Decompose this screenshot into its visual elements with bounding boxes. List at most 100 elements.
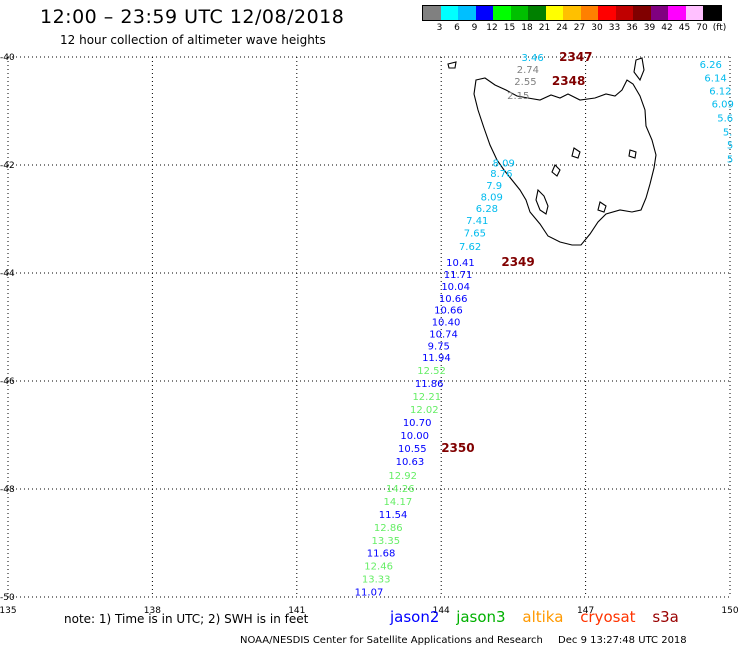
swh-observation: 5. [723, 128, 733, 139]
lat-tick-label: -46 [0, 377, 15, 387]
color-legend: 3 6 9 12 15 18 21 24 27 30 33 36 39 42 45 70 (ft) [422, 5, 727, 37]
swh-observation: 12.46 [364, 562, 393, 573]
swh-observation: 10.66 [439, 294, 468, 305]
credit-text: NOAA/NESDIS Center for Satellite Applica… [240, 635, 543, 646]
lon-tick-label: 138 [144, 606, 161, 616]
swh-observation: 12.92 [388, 471, 417, 482]
legend-swatch [458, 6, 476, 20]
swh-observation: 10.63 [396, 457, 425, 468]
legend-label: 12 [486, 23, 498, 33]
swh-observation: 8.09 [481, 192, 503, 203]
map-subtitle: 12 hour collection of altimeter wave hei… [60, 33, 326, 47]
swh-observation: 10.70 [403, 418, 432, 429]
legend-label: 18 [521, 23, 533, 33]
legend-swatch [440, 6, 458, 20]
legend-swatch [615, 6, 633, 20]
swh-observation: 3.46 [522, 53, 544, 64]
swh-observation: 7.62 [459, 242, 481, 253]
swh-observation: 8.09 [493, 158, 515, 169]
observation-layer: 3.462.742.552.158.098.767.98.096.287.417… [355, 53, 734, 599]
swh-observation: 2.55 [514, 77, 536, 88]
legend-swatch [563, 6, 581, 20]
map-title: 12:00 – 23:59 UTC 12/08/2018 [40, 6, 345, 28]
swh-observation: 11.68 [367, 549, 396, 560]
swh-observation: 7.9 [486, 181, 502, 192]
orbit-pass-layer: 2347 2348 2349 2350 [441, 50, 592, 455]
legend-swatch [493, 6, 511, 20]
legend-label: 70 [696, 23, 708, 33]
lon-tick-label: 141 [288, 606, 305, 616]
swh-observation: 10.40 [432, 318, 461, 329]
legend-swatch [475, 6, 493, 20]
legend-label: 15 [503, 23, 516, 33]
legend-label: 9 [471, 23, 478, 33]
legend-swatch [510, 6, 528, 20]
swh-observation: 11.71 [444, 270, 473, 281]
legend-swatch [545, 6, 563, 20]
generated-time: Dec 9 13:27:48 UTC 2018 [558, 635, 687, 646]
swh-observation: 6.09 [712, 99, 734, 110]
swh-observation: 2.15 [507, 91, 529, 102]
tasmania-coastline [447, 57, 657, 246]
orbit-pass-label: 2350 [441, 441, 474, 455]
swh-observation: 8.76 [490, 169, 512, 180]
legend-label: 33 [608, 23, 621, 33]
swh-observation: 6.28 [476, 204, 498, 215]
swh-observation: 5.6 [717, 113, 733, 124]
swh-observation: 5 [727, 140, 733, 151]
orbit-pass-label: 2348 [552, 74, 585, 88]
legend-swatch [598, 6, 616, 20]
lon-tick-label: 147 [577, 606, 594, 616]
lat-tick-label: -48 [0, 485, 15, 495]
legend-swatch [633, 6, 651, 20]
swh-observation: 6.26 [700, 60, 722, 71]
satellite-legend: jason2 jason3 altika cryosat s3a [390, 608, 691, 626]
sat-s3a: s3a [652, 608, 679, 626]
swh-observation: 10.00 [400, 431, 429, 442]
swh-observation: 10.74 [429, 329, 458, 340]
swh-observation: 11.54 [379, 510, 408, 521]
swh-observation: 10.04 [441, 282, 470, 293]
legend-swatch [668, 6, 686, 20]
lon-tick-label: 135 [0, 606, 17, 616]
swh-observation: 6.12 [709, 86, 731, 97]
lon-tick-label: 150 [721, 606, 738, 616]
swh-observation: 6.14 [704, 74, 726, 85]
legend-label: 21 [538, 23, 551, 33]
legend-label: 39 [643, 23, 656, 33]
swh-observation: 10.55 [398, 444, 427, 455]
sat-jason3: jason3 [456, 608, 506, 626]
sat-jason2: jason2 [390, 608, 440, 626]
legend-label: 24 [556, 23, 568, 33]
lat-tick-label: -50 [0, 593, 15, 603]
legend-label: 3 [436, 23, 443, 33]
legend-swatch [650, 6, 668, 20]
swh-observation: 11.94 [422, 353, 451, 364]
graticule: 135 138 141 144 147 150 -40 -42 -44 -46 -48 -50 [0, 53, 739, 616]
legend-swatches [422, 5, 722, 21]
swh-observation: 12.52 [417, 366, 446, 377]
swh-observation: 13.33 [362, 575, 391, 586]
swh-observation: 7.65 [464, 229, 486, 240]
legend-label: 45 [678, 23, 691, 33]
swh-observation: 12.02 [410, 405, 439, 416]
legend-labels: 3 6 9 12 15 18 21 24 27 30 33 36 39 42 45 70 (ft) [422, 23, 727, 37]
lat-tick-label: -44 [0, 269, 15, 279]
swh-observation: 2.74 [517, 65, 539, 76]
legend-label: (ft) [712, 23, 727, 33]
orbit-pass-label: 2347 [559, 50, 592, 64]
lat-tick-label: -40 [0, 53, 15, 63]
swh-observation: 5 [727, 155, 733, 166]
legend-label: 42 [661, 23, 673, 33]
note-text: note: 1) Time is in UTC; 2) SWH is in fe… [64, 612, 309, 626]
sat-altika: altika [522, 608, 564, 626]
swh-observation: 11.07 [355, 588, 384, 599]
swh-observation: 12.21 [412, 392, 441, 403]
legend-label: 30 [591, 23, 603, 33]
lat-tick-label: -42 [0, 161, 15, 171]
swh-observation: 10.66 [434, 306, 463, 317]
lon-tick-label: 144 [433, 606, 450, 616]
swh-observation: 13.35 [372, 536, 401, 547]
swh-observation: 14.17 [384, 497, 413, 508]
